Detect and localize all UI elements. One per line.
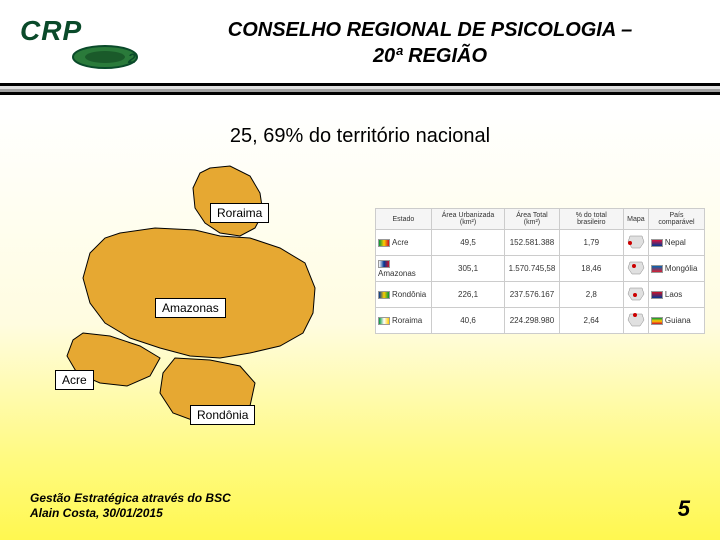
estado-name: Amazonas [378,269,416,278]
map-label-amazonas: Amazonas [155,298,226,318]
page-number: 5 [678,496,690,522]
map-label-roraima: Roraima [210,203,269,223]
footer-line-2: Alain Costa, 30/01/2015 [30,506,231,522]
flag-icon [651,317,663,325]
cell-pais: Mongólia [648,256,704,282]
table-row: Amazonas 305,11.570.745,5818,46 Mongólia [376,256,705,282]
cell-urbanizada: 305,1 [431,256,504,282]
logo-text: CRP [20,15,82,46]
flag-icon [378,260,390,268]
region-map: Roraima Amazonas Acre Rondônia [55,158,345,438]
flag-icon [378,291,390,299]
pais-name: Laos [665,290,682,299]
footer-line-1: Gestão Estratégica através do BSC [30,491,231,507]
title-line-2: 20ª REGIÃO [160,43,700,69]
pais-name: Guiana [665,316,691,325]
cell-pct: 1,79 [559,230,623,256]
cell-urbanizada: 49,5 [431,230,504,256]
flag-icon [651,291,663,299]
divider-bar [0,83,720,95]
page-title: CONSELHO REGIONAL DE PSICOLOGIA – 20ª RE… [160,17,700,69]
map-label-acre: Acre [55,370,94,390]
table-column-header: País comparável [648,209,704,230]
cell-total: 152.581.388 [505,230,559,256]
cell-minimap [623,230,648,256]
svg-text:2: 2 [127,50,136,66]
cell-urbanizada: 226,1 [431,282,504,308]
cell-pais: Nepal [648,230,704,256]
cell-estado: Rondônia [376,282,432,308]
pais-name: Mongólia [665,264,697,273]
cell-estado: Acre [376,230,432,256]
table-column-header: Área Total (km²) [505,209,559,230]
table-column-header: Mapa [623,209,648,230]
table-column-header: % do total brasileiro [559,209,623,230]
content-area: Roraima Amazonas Acre Rondônia EstadoÁrea U… [0,153,720,463]
cell-pct: 18,46 [559,256,623,282]
table-row: Roraima 40,6224.298.9802,64 Guiana [376,308,705,334]
estado-name: Acre [392,238,408,247]
cell-pct: 2,64 [559,308,623,334]
cell-minimap [623,282,648,308]
mini-map-icon [626,312,646,328]
comparison-table: EstadoÁrea Urbanizada (km²)Área Total (k… [375,208,705,334]
logo: CRP 2 [20,15,160,70]
subtitle: 25, 69% do território nacional [0,125,720,148]
table-column-header: Estado [376,209,432,230]
pais-name: Nepal [665,238,686,247]
title-line-1: CONSELHO REGIONAL DE PSICOLOGIA – [160,17,700,43]
cell-total: 237.576.167 [505,282,559,308]
map-label-rondônia: Rondônia [190,405,255,425]
cell-pais: Guiana [648,308,704,334]
cell-total: 1.570.745,58 [505,256,559,282]
roraima-shape [193,166,263,236]
mini-map-icon [626,260,646,276]
cell-estado: Roraima [376,308,432,334]
flag-icon [651,239,663,247]
footer: Gestão Estratégica através do BSC Alain … [30,491,690,522]
cell-pais: Laos [648,282,704,308]
footer-text: Gestão Estratégica através do BSC Alain … [30,491,231,522]
comparison-table-area: EstadoÁrea Urbanizada (km²)Área Total (k… [375,208,705,334]
cell-pct: 2,8 [559,282,623,308]
cell-minimap [623,256,648,282]
logo-ellipse-icon: 2 [70,43,140,71]
table-header-row: EstadoÁrea Urbanizada (km²)Área Total (k… [376,209,705,230]
flag-icon [378,239,390,247]
table-row: Rondônia 226,1237.576.1672,8 Laos [376,282,705,308]
estado-name: Roraima [392,316,422,325]
mini-map-icon [626,286,646,302]
estado-name: Rondônia [392,290,426,299]
cell-urbanizada: 40,6 [431,308,504,334]
table-column-header: Área Urbanizada (km²) [431,209,504,230]
cell-total: 224.298.980 [505,308,559,334]
cell-minimap [623,308,648,334]
flag-icon [378,317,390,325]
header: CRP 2 CONSELHO REGIONAL DE PSICOLOGIA – … [0,0,720,75]
cell-estado: Amazonas [376,256,432,282]
flag-icon [651,265,663,273]
table-row: Acre 49,5152.581.3881,79 Nepal [376,230,705,256]
mini-map-icon [626,234,646,250]
